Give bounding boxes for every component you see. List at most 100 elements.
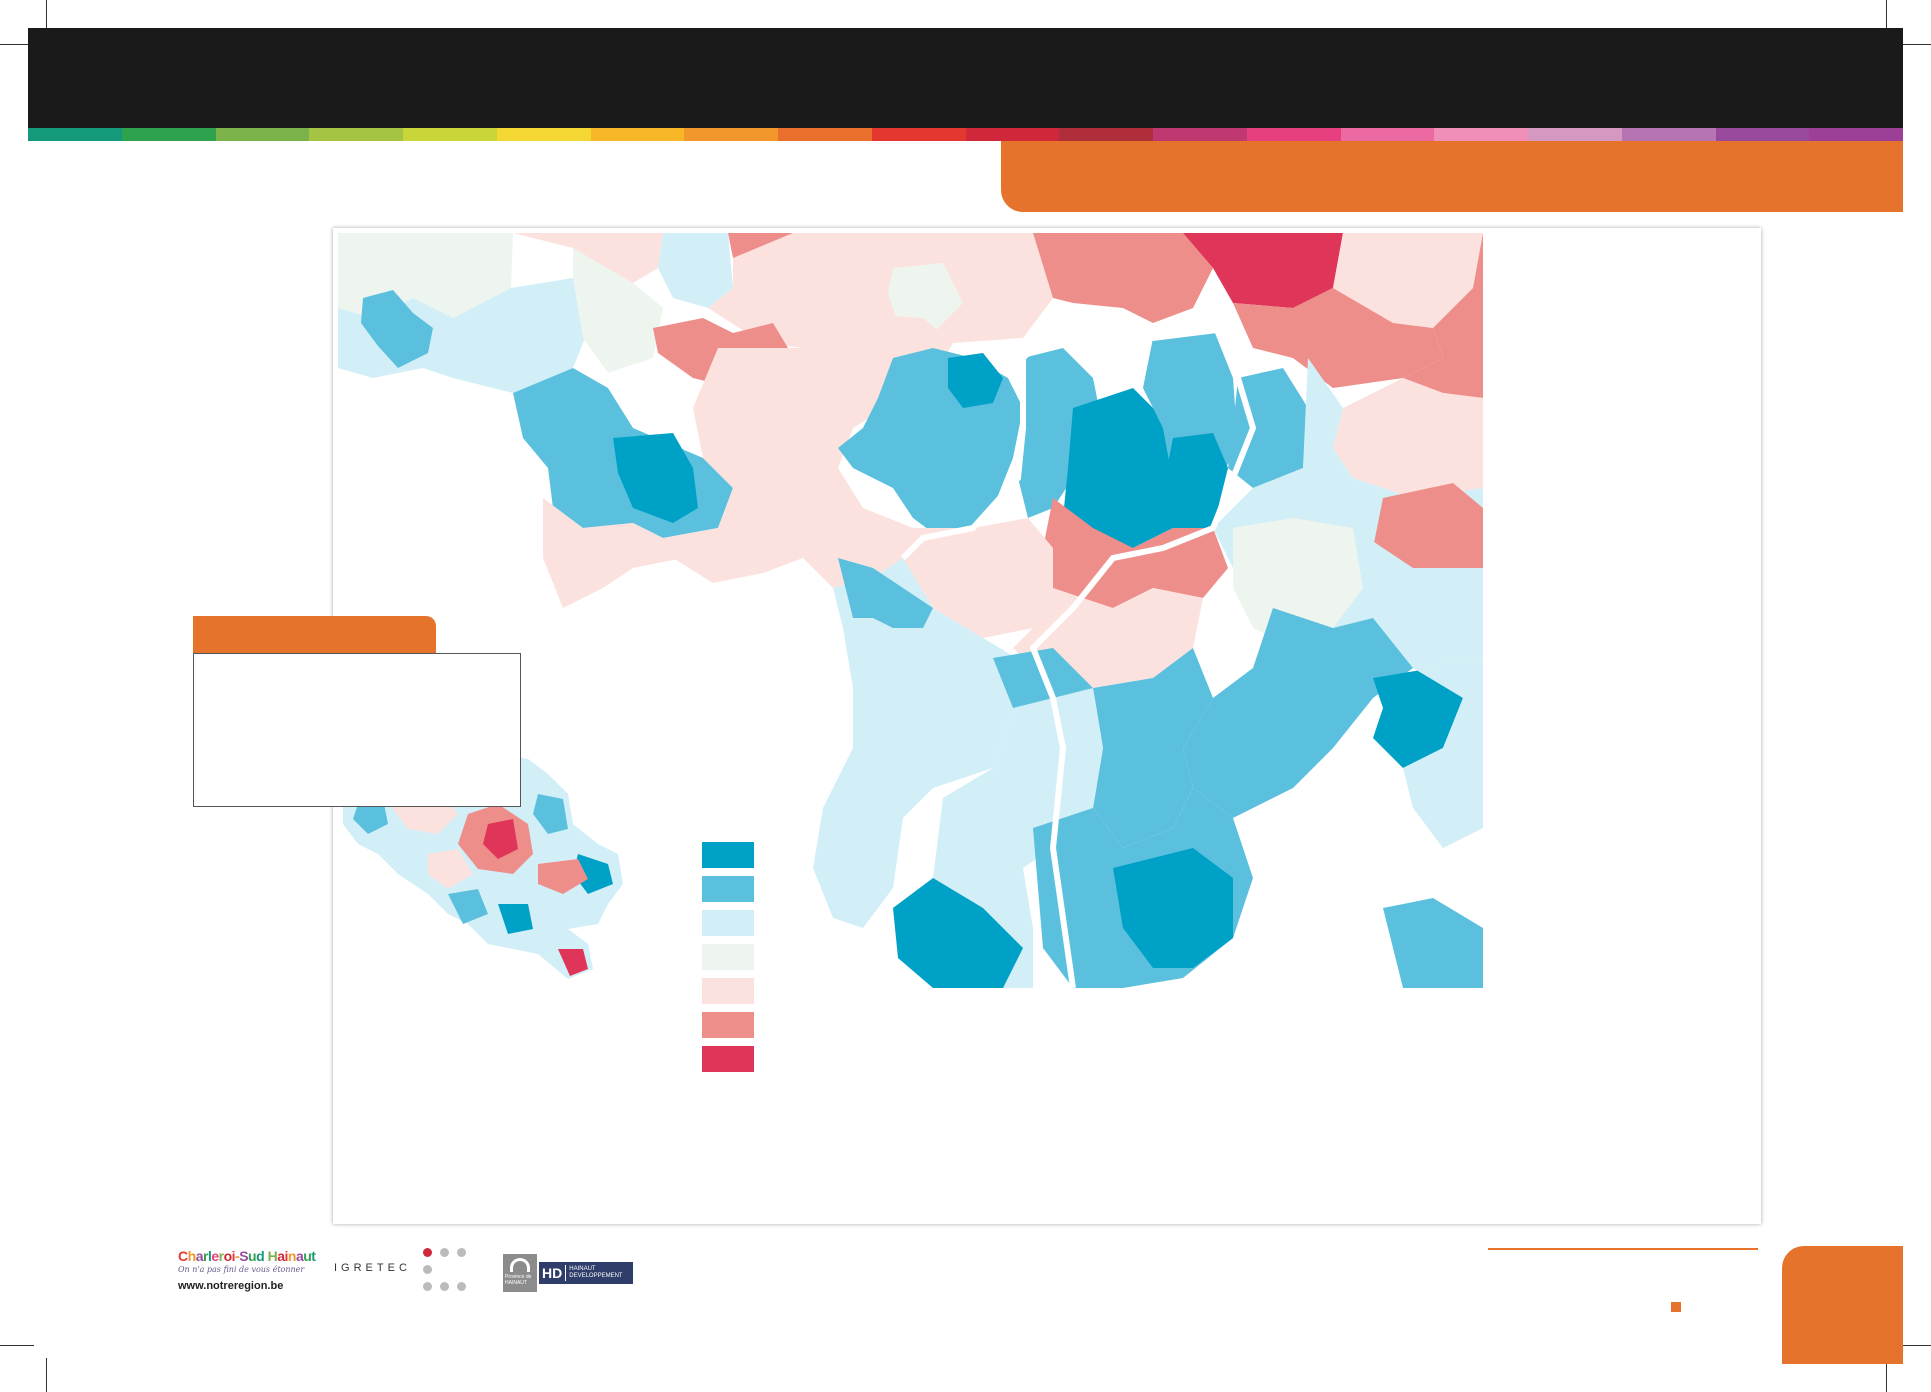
color-strip-segment bbox=[778, 128, 872, 141]
map-region bbox=[838, 558, 933, 628]
map-region bbox=[1403, 658, 1483, 848]
map-region bbox=[1063, 388, 1183, 548]
map-region bbox=[1233, 518, 1363, 648]
map-region bbox=[361, 290, 433, 368]
map-region bbox=[1333, 233, 1483, 328]
color-strip-segment bbox=[309, 128, 403, 141]
color-strip-segment bbox=[1434, 128, 1528, 141]
hd-mark: HD bbox=[539, 1265, 567, 1281]
map-region bbox=[1183, 233, 1343, 308]
map-region bbox=[1233, 288, 1443, 388]
map-region bbox=[1403, 233, 1483, 398]
inset-map bbox=[343, 754, 623, 979]
title-tab bbox=[1001, 141, 1903, 212]
color-strip-segment bbox=[965, 128, 1060, 141]
crop-mark bbox=[1897, 44, 1931, 45]
map-region bbox=[888, 263, 963, 333]
color-strip-segment bbox=[28, 128, 122, 141]
map-boundary bbox=[900, 358, 1026, 561]
map-region bbox=[1228, 368, 1308, 488]
hainaut-developpement-logo: Province de HAINAUT HD HAINAUT DEVELOPPEM… bbox=[503, 1252, 633, 1294]
color-strip-segment bbox=[1059, 128, 1153, 141]
map-region bbox=[708, 233, 1053, 348]
map-boundary bbox=[1020, 319, 1257, 989]
igretec-dots-icon bbox=[423, 1248, 469, 1292]
color-strip-segment bbox=[1153, 128, 1247, 141]
crop-mark bbox=[1886, 1358, 1887, 1392]
inset-region bbox=[538, 859, 588, 894]
color-strip-segment bbox=[1340, 128, 1435, 141]
legend-swatch bbox=[702, 944, 754, 970]
color-strip-segment bbox=[121, 128, 216, 141]
crop-mark bbox=[46, 0, 47, 34]
arch-icon bbox=[510, 1258, 530, 1272]
charleroi-sud-hainaut-logo: Charleroi-Sud Hainaut On n'a pas fini de… bbox=[178, 1248, 316, 1292]
map-region bbox=[1353, 528, 1483, 668]
crop-mark bbox=[46, 1358, 47, 1392]
legend-swatch bbox=[702, 978, 754, 1004]
legend-swatch bbox=[702, 1012, 754, 1038]
color-strip-segment bbox=[1246, 128, 1341, 141]
map-region bbox=[1163, 433, 1228, 533]
csh-logo-tagline: On n'a pas fini de vous étonner bbox=[178, 1265, 305, 1274]
color-strip-segment bbox=[871, 128, 966, 141]
color-strip-segment bbox=[1621, 128, 1716, 141]
map-region bbox=[1333, 378, 1483, 498]
side-panel-tab bbox=[193, 616, 436, 653]
map-region bbox=[813, 558, 1033, 928]
inset-region bbox=[533, 794, 568, 834]
color-strip-segment bbox=[684, 128, 778, 141]
inset-region bbox=[558, 949, 588, 976]
map-region bbox=[1373, 483, 1483, 568]
footer-divider bbox=[1488, 1248, 1758, 1250]
header-bar bbox=[28, 28, 1903, 128]
inset-region bbox=[573, 854, 613, 894]
inset-region bbox=[353, 799, 388, 834]
map-region bbox=[1018, 348, 1103, 518]
map-region bbox=[658, 233, 733, 308]
color-strip bbox=[28, 128, 1903, 141]
side-panel-box bbox=[193, 653, 521, 807]
csh-logo-word: Charleroi-Sud Hainaut bbox=[178, 1248, 316, 1264]
legend-swatch bbox=[702, 842, 754, 868]
map-region bbox=[663, 313, 953, 588]
color-strip-segment bbox=[1528, 128, 1622, 141]
map-region bbox=[573, 248, 663, 373]
color-strip-segment bbox=[1715, 128, 1810, 141]
legend bbox=[702, 842, 754, 1080]
map-region bbox=[933, 233, 1213, 323]
csh-url[interactable]: www.notreregion.be bbox=[178, 1280, 284, 1292]
map-region bbox=[543, 498, 683, 608]
map-region bbox=[1373, 668, 1463, 768]
map-frame bbox=[333, 228, 1761, 1224]
crop-mark bbox=[1897, 1345, 1931, 1346]
map-region bbox=[1383, 898, 1483, 988]
map-region bbox=[893, 878, 1023, 988]
map-region bbox=[613, 433, 698, 523]
color-strip-segment bbox=[590, 128, 685, 141]
crop-mark bbox=[1886, 0, 1887, 34]
color-strip-segment bbox=[215, 128, 310, 141]
map-region bbox=[1183, 608, 1413, 818]
color-strip-segment bbox=[1809, 128, 1903, 141]
inset-region bbox=[483, 819, 518, 859]
map-region bbox=[1093, 648, 1213, 848]
page-bullet bbox=[1671, 1302, 1681, 1312]
igretec-logo: IGRETEC bbox=[334, 1262, 411, 1274]
color-strip-segment bbox=[496, 128, 591, 141]
legend-swatch bbox=[702, 1046, 754, 1072]
inset-region bbox=[498, 904, 533, 934]
legend-swatch bbox=[702, 876, 754, 902]
legend-swatch bbox=[702, 910, 754, 936]
hd-box: HD HAINAUT DEVELOPPEMENT bbox=[539, 1262, 633, 1284]
map-region bbox=[948, 353, 1003, 408]
crop-mark bbox=[0, 1345, 34, 1346]
inset-region bbox=[428, 849, 473, 889]
hd-text: HAINAUT DEVELOPPEMENT bbox=[569, 1266, 623, 1279]
province-hainaut-logo: Province de HAINAUT bbox=[503, 1254, 537, 1292]
map-region bbox=[1113, 848, 1233, 968]
inset-region bbox=[448, 889, 488, 924]
color-strip-segment bbox=[403, 128, 497, 141]
page-number-tab bbox=[1782, 1246, 1903, 1364]
choropleth-map bbox=[333, 228, 1761, 1224]
